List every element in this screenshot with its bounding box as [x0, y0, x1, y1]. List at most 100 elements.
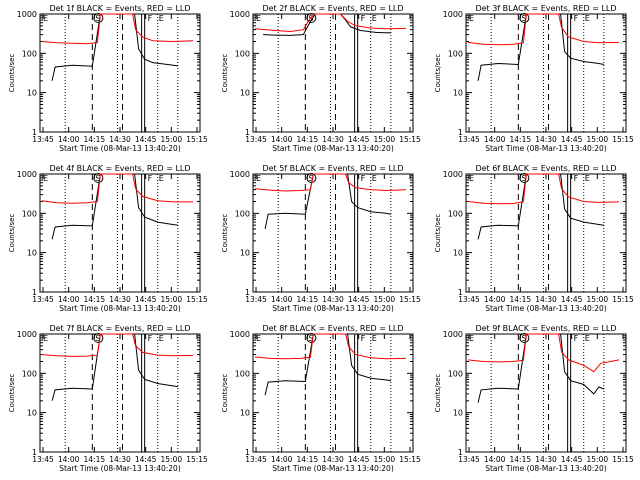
- y-tick-label: 100: [22, 49, 37, 58]
- chart-panel-2: Det 2f BLACK = Events, RED = LLD 1 10 100 10…: [221, 4, 421, 153]
- x-axis-label: Start Time (08-Mar-13 13:40:20): [485, 304, 607, 313]
- y-tick-label: 10: [453, 409, 463, 418]
- event-flag: F: [361, 334, 366, 343]
- chart-title: Det 6f BLACK = Events, RED = LLD: [475, 164, 616, 173]
- x-tick-label: 15:00: [587, 295, 609, 304]
- chart-panel-6: Det 6f BLACK = Events, RED = LLD 1 10 100 10…: [434, 164, 634, 313]
- plot-frame: [252, 333, 414, 453]
- y-tick-label: 1000: [443, 330, 463, 339]
- x-tick-label: 14:00: [58, 295, 80, 304]
- series-line-lld: [467, 13, 620, 46]
- x-tick-label: 14:00: [271, 455, 293, 464]
- y-tick-label: 1000: [17, 170, 37, 179]
- series-line-lld: [467, 333, 620, 373]
- y-tick-label: 1: [32, 288, 37, 297]
- plot-frame: [39, 333, 201, 453]
- chart-panel-5: Det 5f BLACK = Events, RED = LLD 1 10 100 10…: [221, 164, 421, 313]
- y-tick-label: 100: [235, 49, 250, 58]
- plot-frame: [465, 173, 627, 293]
- flag-circle: [306, 13, 317, 23]
- x-tick-label: 13:45: [458, 455, 480, 464]
- event-flag: F: [574, 14, 579, 23]
- y-tick-label: 100: [235, 369, 250, 378]
- x-tick-label: 14:15: [297, 295, 319, 304]
- plot-frame: [39, 173, 201, 293]
- event-flag: E: [256, 14, 261, 23]
- series-line-events: [51, 13, 178, 81]
- event-flag: F: [148, 174, 153, 183]
- x-tick-label: 13:45: [32, 295, 54, 304]
- event-flag: F: [148, 334, 153, 343]
- x-tick-label: 14:15: [84, 455, 106, 464]
- event-flag: E: [469, 14, 474, 23]
- event-flag: E: [159, 334, 164, 343]
- x-tick-label: 15:15: [399, 455, 421, 464]
- y-tick-label: 10: [240, 249, 250, 258]
- x-axis-label: Start Time (08-Mar-13 13:40:20): [485, 144, 607, 153]
- plot-frame: [465, 13, 627, 133]
- x-tick-label: 13:45: [32, 135, 54, 144]
- x-tick-label: 15:00: [374, 455, 396, 464]
- x-tick-label: 13:45: [458, 135, 480, 144]
- x-axis-label: Start Time (08-Mar-13 13:40:20): [272, 304, 394, 313]
- x-tick-label: 15:15: [186, 455, 208, 464]
- chart-panel-1: Det 1f BLACK = Events, RED = LLD 1 10 100 10…: [8, 4, 208, 153]
- chart-title: Det 3f BLACK = Events, RED = LLD: [475, 4, 616, 13]
- x-tick-label: 14:30: [109, 135, 131, 144]
- y-axis-label: Counts/sec: [221, 374, 229, 413]
- event-flag: E: [585, 174, 590, 183]
- event-flag: S: [95, 14, 100, 23]
- series-line-events: [477, 13, 604, 81]
- chart-title: Det 5f BLACK = Events, RED = LLD: [262, 164, 403, 173]
- chart-title: Det 1f BLACK = Events, RED = LLD: [49, 4, 190, 13]
- event-flag: E: [43, 174, 48, 183]
- y-axis-label: Counts/sec: [8, 214, 16, 253]
- x-tick-label: 14:15: [510, 295, 532, 304]
- y-tick-label: 1: [458, 448, 463, 457]
- event-flag: S: [521, 14, 526, 23]
- y-tick-label: 100: [235, 209, 250, 218]
- flag-circle: [519, 173, 530, 183]
- event-flag: E: [372, 14, 377, 23]
- plot-frame: [252, 13, 414, 133]
- x-tick-label: 15:15: [186, 295, 208, 304]
- x-tick-label: 14:30: [109, 295, 131, 304]
- y-tick-label: 10: [27, 249, 37, 258]
- chart-panel-8: Det 8f BLACK = Events, RED = LLD 1 10 100 10…: [221, 324, 421, 473]
- x-tick-label: 15:00: [374, 135, 396, 144]
- plot-frame: [252, 173, 414, 293]
- x-tick-label: 15:00: [161, 135, 183, 144]
- event-flag: E: [159, 174, 164, 183]
- series-line-lld: [467, 173, 620, 205]
- y-tick-label: 1000: [230, 10, 250, 19]
- x-tick-label: 14:00: [484, 135, 506, 144]
- event-flag: S: [521, 174, 526, 183]
- x-tick-label: 13:45: [458, 295, 480, 304]
- series-line-events: [264, 173, 391, 230]
- x-tick-label: 15:15: [612, 455, 634, 464]
- y-tick-label: 1: [458, 128, 463, 137]
- y-tick-label: 10: [240, 89, 250, 98]
- series-line-lld: [254, 173, 407, 192]
- chart-title: Det 2f BLACK = Events, RED = LLD: [262, 4, 403, 13]
- y-tick-label: 100: [22, 209, 37, 218]
- flag-circle: [93, 13, 104, 23]
- x-tick-label: 13:45: [245, 135, 267, 144]
- y-tick-label: 1: [245, 128, 250, 137]
- event-flag: F: [148, 14, 153, 23]
- event-flag: S: [95, 174, 100, 183]
- plot-frame: [39, 13, 201, 133]
- event-flag: E: [469, 174, 474, 183]
- x-axis-label: Start Time (08-Mar-13 13:40:20): [59, 304, 181, 313]
- y-tick-label: 1: [32, 128, 37, 137]
- y-tick-label: 1000: [230, 170, 250, 179]
- y-tick-label: 1: [458, 288, 463, 297]
- event-flag: E: [372, 174, 377, 183]
- y-axis-label: Counts/sec: [434, 214, 442, 253]
- x-tick-label: 15:15: [612, 135, 634, 144]
- event-flag: E: [256, 174, 261, 183]
- series-line-events: [51, 333, 178, 401]
- x-tick-label: 14:30: [322, 135, 344, 144]
- chart-panel-7: Det 7f BLACK = Events, RED = LLD 1 10 100 10…: [8, 324, 208, 473]
- x-tick-label: 14:30: [322, 295, 344, 304]
